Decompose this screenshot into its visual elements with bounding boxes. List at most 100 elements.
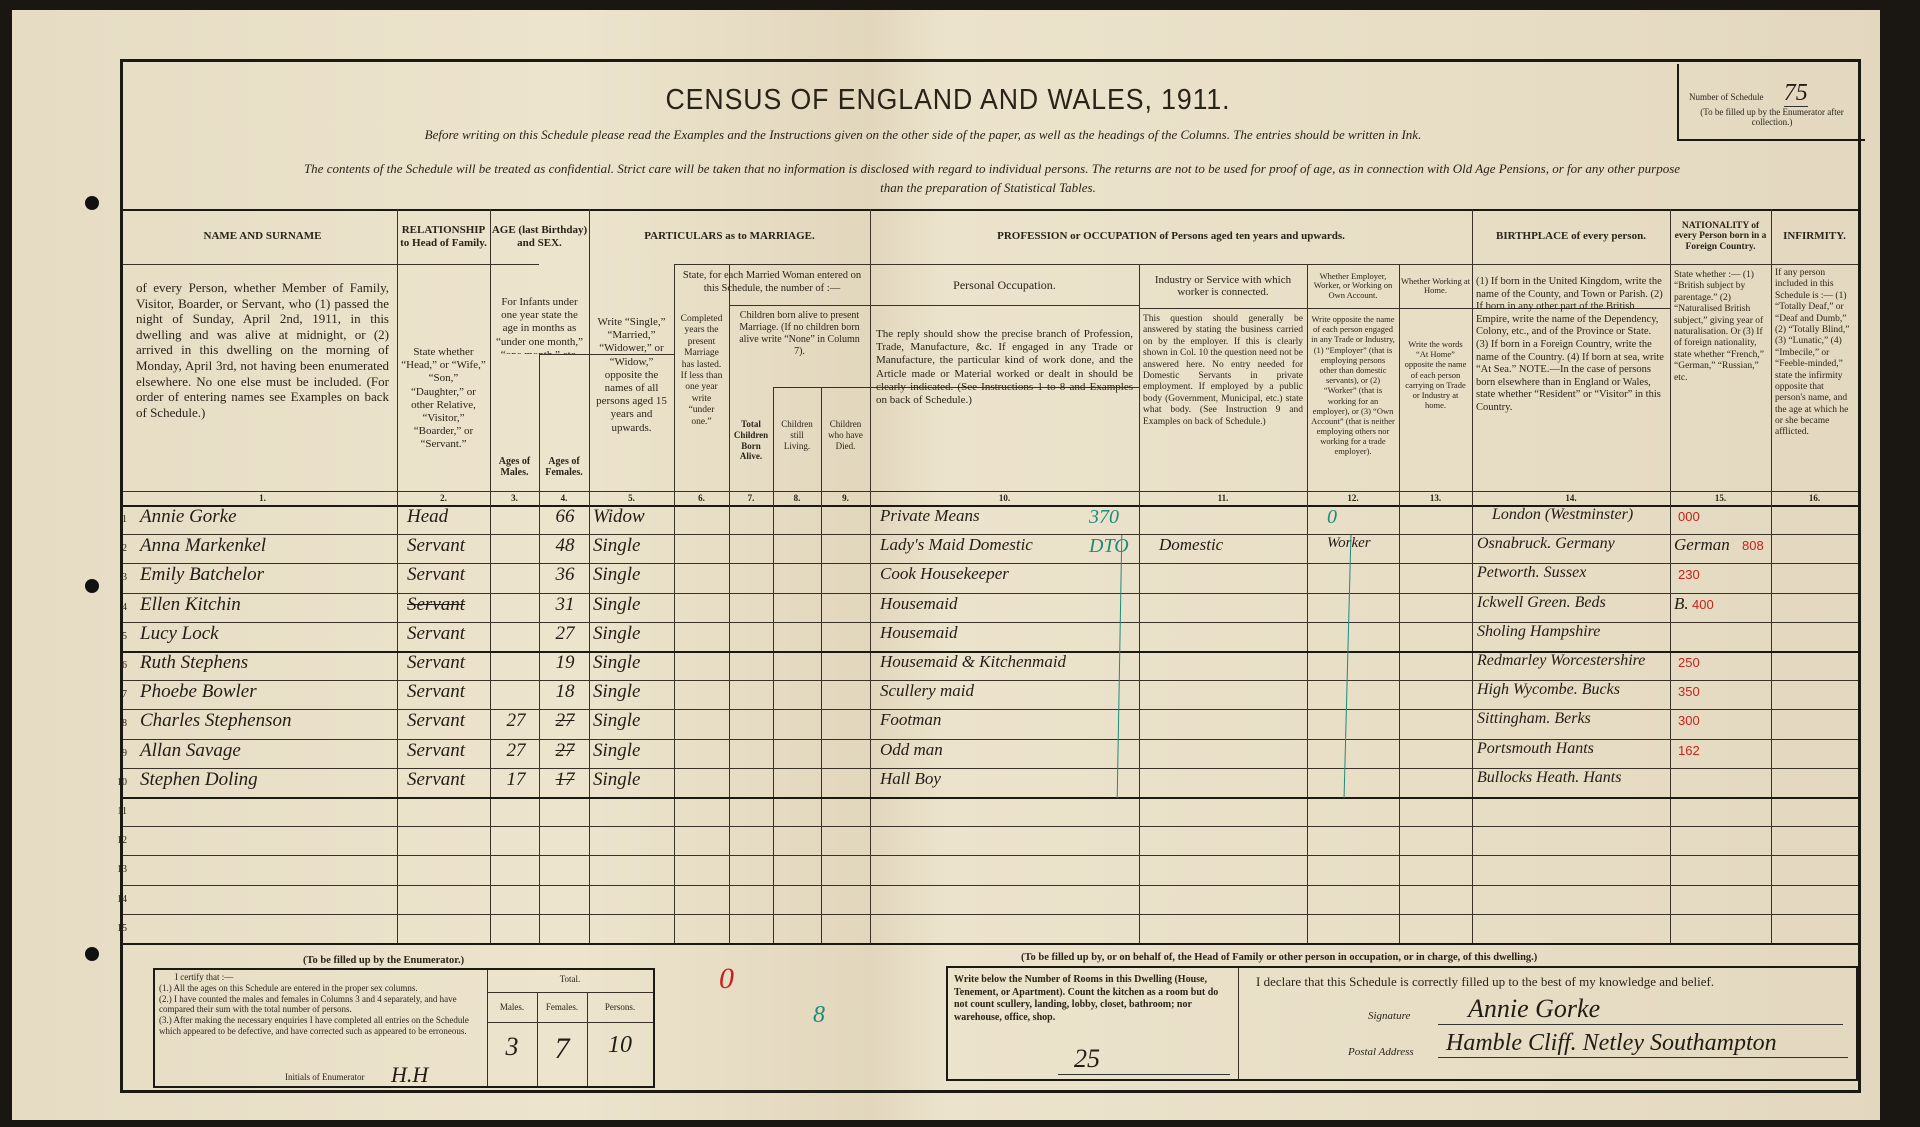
age-female: 27 bbox=[555, 622, 575, 644]
row-rule bbox=[123, 680, 1858, 682]
instruction-bottom-rule bbox=[123, 491, 1858, 492]
person-name: Annie Gorke bbox=[140, 506, 237, 527]
coding-mark: 230 bbox=[1678, 567, 1700, 583]
red-pencil-mark: 0 bbox=[719, 962, 734, 995]
row-rule bbox=[123, 826, 1858, 828]
age-female: 17 bbox=[555, 768, 575, 790]
schedule-number-note: (To be filled up by the Enumerator after… bbox=[1700, 107, 1844, 127]
persons-total: 10 bbox=[608, 1032, 632, 1058]
row-rule bbox=[123, 913, 1858, 915]
employment-status: Worker bbox=[1327, 535, 1371, 552]
header-occupation: Personal Occupation. bbox=[953, 278, 1056, 293]
instructions-children-born: Children born alive to present Marriage.… bbox=[739, 310, 860, 357]
person-name: Charles Stephenson bbox=[140, 710, 292, 732]
column-rule bbox=[1472, 209, 1473, 943]
signature: Annie Gorke bbox=[1438, 994, 1843, 1025]
column-number: 11. bbox=[1217, 493, 1229, 503]
rooms-count: 25 bbox=[1058, 1044, 1230, 1075]
age-female: 31 bbox=[555, 593, 575, 615]
row-number: 1 bbox=[122, 514, 127, 525]
birthplace: Ickwell Green. Beds bbox=[1477, 593, 1606, 611]
schedule-number-box: Number of Schedule 75 (To be filled up b… bbox=[1677, 64, 1865, 141]
column-rule bbox=[870, 209, 871, 943]
postal-address-label: Postal Address bbox=[1348, 1046, 1414, 1058]
age-female: 48 bbox=[555, 535, 575, 557]
column-rule bbox=[1307, 264, 1308, 943]
marital-condition: Single bbox=[593, 768, 641, 790]
instructions-infirmity: If any person included in this Schedule … bbox=[1775, 268, 1850, 438]
instructions-age: For Infants under one year state the age… bbox=[495, 296, 584, 354]
column-number: 10. bbox=[998, 493, 1011, 503]
birthplace: London (Westminster) bbox=[1492, 506, 1634, 523]
person-name: Phoebe Bowler bbox=[140, 681, 257, 703]
row-rule bbox=[123, 621, 1858, 623]
row-number: 15 bbox=[117, 922, 127, 934]
age-female: 19 bbox=[555, 652, 575, 673]
coding-mark: 350 bbox=[1678, 684, 1700, 700]
age-female: 18 bbox=[555, 681, 575, 703]
enumerator-heading: (To be filled up by the Enumerator.) bbox=[303, 955, 465, 966]
confidential-line: The contents of the Schedule will be tre… bbox=[303, 161, 1681, 176]
column-number: 9. bbox=[842, 493, 849, 503]
relationship: Servant bbox=[407, 622, 466, 644]
enumerator-box: I certify that :— (1.) All the ages on t… bbox=[153, 968, 655, 1088]
relationship: Head bbox=[407, 506, 449, 527]
coding-mark: 300 bbox=[1678, 713, 1700, 729]
birthplace: High Wycombe. Bucks bbox=[1477, 681, 1620, 699]
married-sub-rule bbox=[729, 305, 1139, 306]
person-name: Anna Markenkel bbox=[140, 535, 267, 557]
teal-pencil-mark: 8 bbox=[813, 1002, 825, 1028]
signature-label: Signature bbox=[1368, 1010, 1411, 1022]
column-number: 13. bbox=[1429, 493, 1442, 503]
relationship: Servant bbox=[407, 652, 466, 673]
coding-mark: 250 bbox=[1678, 655, 1700, 670]
column-number: 6. bbox=[698, 493, 705, 503]
declaration-text: I declare that this Schedule is correctl… bbox=[1256, 974, 1715, 989]
age-female: 27 bbox=[555, 739, 575, 761]
household-box: Write below the Number of Rooms in this … bbox=[946, 966, 1858, 1081]
row-rule bbox=[123, 592, 1858, 594]
column-rule bbox=[589, 209, 590, 943]
personal-occupation: Footman bbox=[880, 710, 942, 730]
birthplace: Portsmouth Hants bbox=[1477, 739, 1594, 757]
column-number: 3. bbox=[511, 493, 518, 503]
column-rule bbox=[773, 387, 774, 943]
person-name: Stephen Doling bbox=[140, 768, 258, 790]
row-rule bbox=[123, 884, 1858, 886]
row-number: 10 bbox=[117, 776, 127, 788]
males-label: Males. bbox=[499, 1002, 525, 1012]
column-number: 16. bbox=[1808, 493, 1821, 503]
person-name: Lucy Lock bbox=[140, 622, 219, 644]
females-label: Females. bbox=[545, 1002, 579, 1012]
row-rule bbox=[123, 534, 1858, 536]
schedule-frame: CENSUS OF ENGLAND AND WALES, 1911. Befor… bbox=[117, 59, 1865, 1093]
instructions-industry: This question should generally be answer… bbox=[1143, 314, 1303, 427]
instructions-children-living: Children still Living. bbox=[781, 419, 813, 451]
instructions-nationality: State whether :— (1) “British subject by… bbox=[1674, 270, 1764, 383]
rooms-instructions: Write below the Number of Rooms in this … bbox=[954, 974, 1219, 1023]
relationship: Servant bbox=[407, 681, 466, 703]
age-sub-rule bbox=[539, 354, 674, 355]
schedule-number: 75 bbox=[1783, 80, 1808, 107]
pencil-stroke bbox=[1116, 535, 1123, 798]
instructions-at-home: Write the words “At Home” opposite the n… bbox=[1404, 339, 1467, 411]
personal-occupation: Housemaid bbox=[880, 622, 958, 642]
personal-occupation: Scullery maid bbox=[880, 681, 974, 701]
page-title: CENSUS OF ENGLAND AND WALES, 1911. bbox=[665, 84, 1231, 116]
person-name: Emily Batchelor bbox=[140, 564, 264, 586]
header-marriage: PARTICULARS as to MARRIAGE. bbox=[644, 230, 815, 243]
total-label: Total. bbox=[559, 974, 581, 984]
confidential-line-2: than the preparation of Statistical Tabl… bbox=[880, 180, 1096, 195]
row-number: 13 bbox=[117, 864, 127, 876]
personal-occupation: Private Means bbox=[880, 506, 980, 525]
header-age: AGE (last Birthday) and SEX. bbox=[491, 224, 588, 249]
instructions-relationship: State whether “Head,” or “Wife,” “Son,” … bbox=[401, 346, 486, 451]
nationality: German bbox=[1674, 535, 1730, 555]
column-number: 12. bbox=[1347, 493, 1359, 503]
certify-item-1: (1.) All the ages on this Schedule are e… bbox=[159, 982, 418, 993]
nationality: B. bbox=[1674, 593, 1689, 613]
marital-condition: Widow bbox=[593, 506, 645, 527]
column-rule bbox=[729, 264, 730, 943]
household-heading: (To be filled up by, or on behalf of, th… bbox=[1021, 952, 1538, 963]
header-infirmity: INFIRMITY. bbox=[1783, 230, 1846, 243]
